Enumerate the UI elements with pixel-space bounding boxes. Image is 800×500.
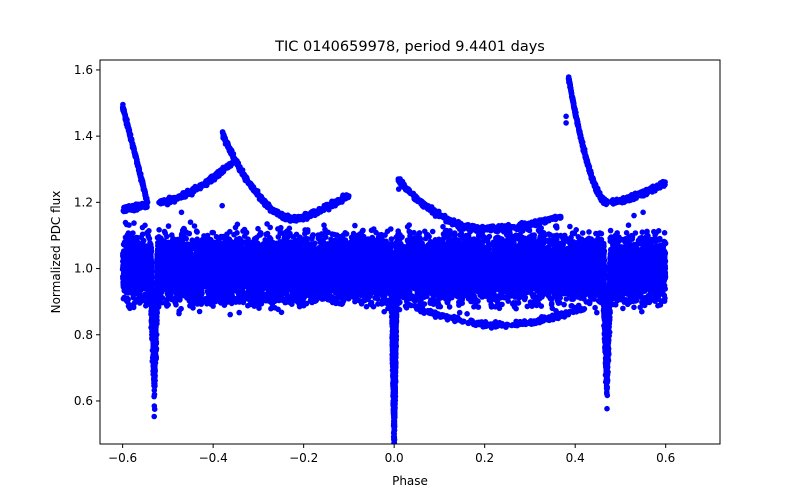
data-point (286, 225, 293, 232)
data-point (639, 308, 645, 315)
data-point (388, 236, 395, 242)
data-point (352, 222, 358, 229)
data-point (567, 223, 573, 230)
data-point (631, 304, 637, 311)
data-point (191, 223, 198, 229)
data-point (586, 229, 592, 235)
data-point (623, 230, 630, 236)
data-point (579, 230, 586, 236)
data-points-layer (119, 74, 669, 444)
data-point (156, 227, 162, 233)
data-point (429, 228, 436, 235)
data-point (592, 304, 598, 311)
data-point (637, 304, 643, 311)
data-point (131, 220, 137, 226)
